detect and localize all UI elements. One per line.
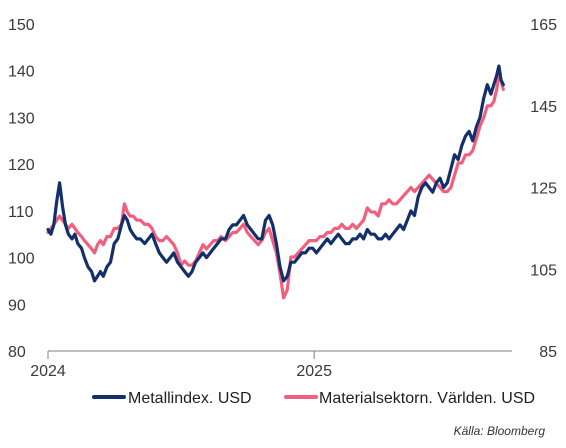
left-y-tick-label: 130	[8, 110, 35, 127]
left-y-tick-label: 140	[8, 64, 35, 81]
x-tick-label: 2025	[296, 363, 332, 380]
right-y-tick-label: 125	[530, 181, 557, 198]
legend: Metallindex. USD Materialsektorn. Världen…	[92, 390, 535, 407]
left-y-tick-label: 120	[8, 157, 35, 174]
right-y-tick-label: 165	[530, 17, 557, 34]
left-y-tick-label: 110	[8, 204, 34, 221]
right-y-tick-label: 145	[530, 99, 557, 116]
right-y-tick-label: 85	[539, 344, 557, 361]
left-y-axis-ticks: 80 90 100 110 120 130 140 150	[8, 17, 35, 361]
left-y-tick-label: 150	[8, 17, 35, 34]
left-y-tick-label: 100	[8, 251, 35, 268]
right-y-tick-label: 105	[530, 262, 557, 279]
right-y-axis-ticks: 85 105 125 145 165	[530, 17, 557, 361]
x-tick-label: 2024	[30, 363, 66, 380]
legend-label: Metallindex. USD	[128, 390, 252, 407]
series-lines	[46, 64, 505, 300]
source-note: Källa: Bloomberg	[454, 424, 546, 438]
x-axis-ticks: 2024 2025	[30, 351, 332, 380]
left-y-tick-label: 90	[8, 297, 26, 314]
left-y-tick-label: 80	[8, 344, 26, 361]
series-line-materialsektorn	[46, 71, 505, 300]
legend-label: Materialsektorn. Världen. USD	[319, 390, 535, 407]
series-line-metallindex	[46, 64, 505, 283]
